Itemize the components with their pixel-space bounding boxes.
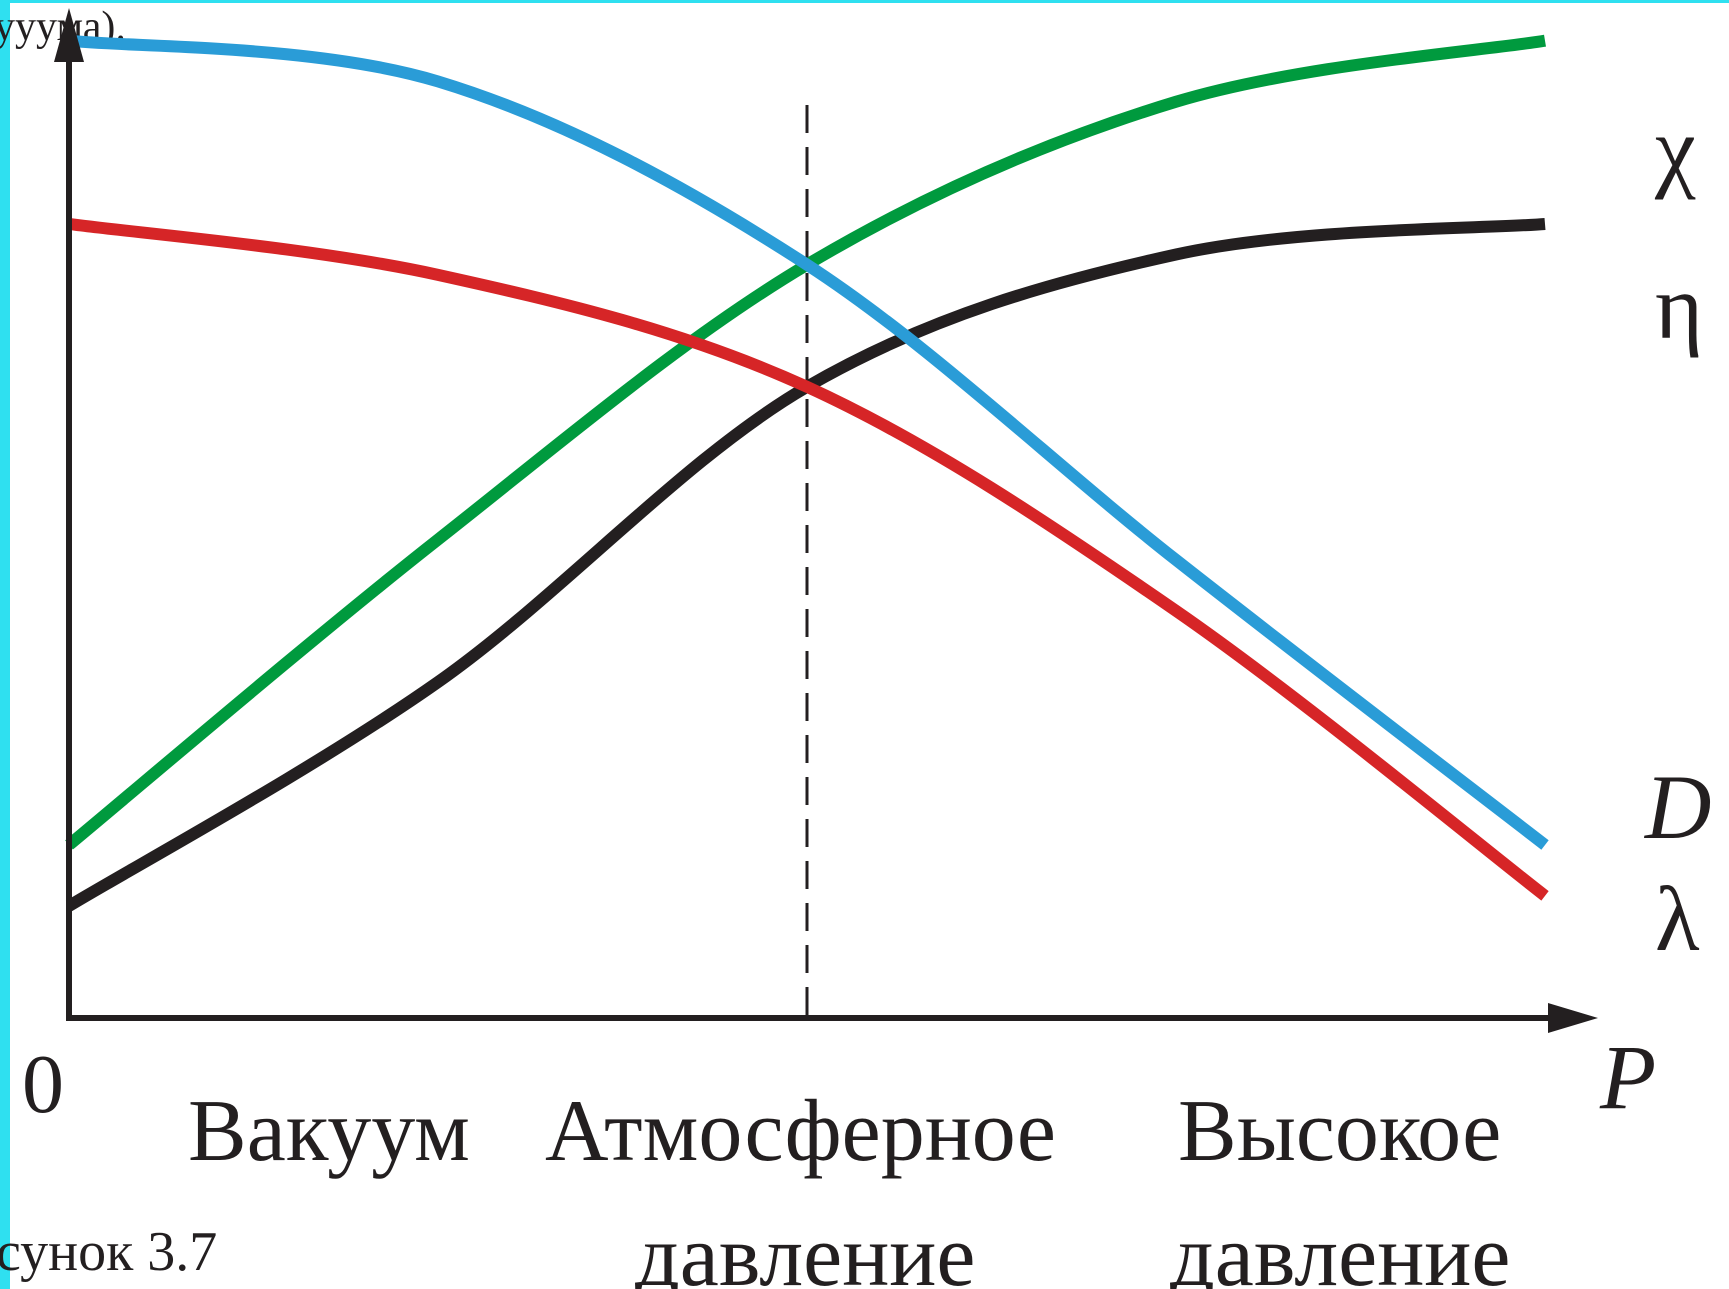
x-axis-label: P — [1599, 1026, 1656, 1128]
category-label-atmospheric-line2: давление — [635, 1208, 975, 1289]
category-label-vacuum: Вакуум — [188, 1083, 470, 1180]
y-axis-arrow-icon — [54, 8, 84, 62]
category-label-high-line2: давление — [1170, 1208, 1510, 1289]
series-label-lambda: λ — [1655, 868, 1700, 970]
series-line-3 — [68, 218, 1549, 901]
series-label-chi: χ — [1654, 98, 1696, 200]
series-line-0 — [65, 34, 1546, 850]
left-border-strip — [0, 0, 10, 1289]
category-label-high: Высокое — [1178, 1083, 1501, 1180]
top-border-strip — [0, 0, 1729, 3]
x-axis-arrow-icon — [1548, 1003, 1598, 1033]
series-group — [65, 34, 1549, 912]
figure-caption: сунок 3.7 — [0, 1221, 217, 1283]
series-line-1 — [65, 217, 1546, 912]
origin-label: 0 — [22, 1038, 64, 1131]
series-label-eta: η — [1655, 256, 1703, 358]
series-line-2 — [68, 34, 1549, 850]
category-label-atmospheric: Атмосферное — [545, 1083, 1056, 1180]
series-label-D: D — [1643, 756, 1711, 858]
